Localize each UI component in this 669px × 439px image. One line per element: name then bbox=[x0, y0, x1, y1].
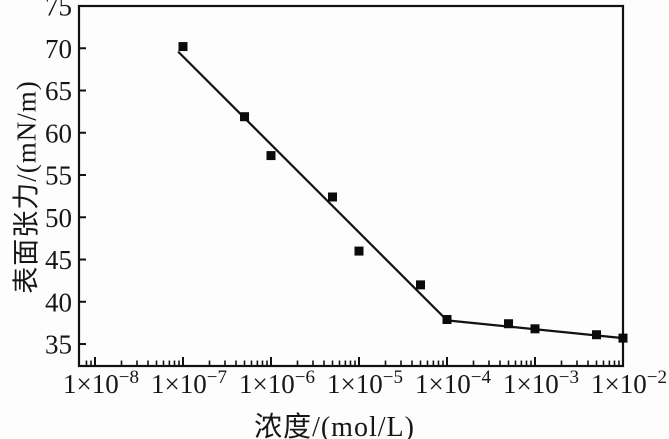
y-tick-label: 35 bbox=[45, 330, 72, 360]
data-point-marker bbox=[328, 192, 338, 202]
data-point-marker bbox=[592, 330, 602, 340]
y-tick-label: 65 bbox=[45, 76, 72, 106]
data-point-marker bbox=[266, 151, 276, 161]
x-tick-label: 1×10−3 bbox=[503, 367, 579, 399]
y-tick-label: 50 bbox=[45, 203, 72, 233]
x-tick-label: 1×10−5 bbox=[327, 367, 403, 399]
x-axis-title: 浓度/(mol/L) bbox=[254, 412, 415, 439]
x-tick-label: 1×10−6 bbox=[239, 367, 315, 399]
y-tick-label: 40 bbox=[45, 287, 72, 317]
y-axis-title: 表面张力/(mN/m) bbox=[11, 80, 42, 294]
y-tick-label: 70 bbox=[45, 34, 72, 64]
y-tick-label: 60 bbox=[45, 118, 72, 148]
data-point-marker bbox=[240, 112, 250, 122]
x-tick-label: 1×10−7 bbox=[151, 367, 227, 399]
data-point-marker bbox=[442, 315, 452, 325]
data-point-marker bbox=[354, 246, 364, 256]
y-tick-label: 55 bbox=[45, 161, 72, 191]
x-tick-label: 1×10−8 bbox=[63, 367, 139, 399]
data-point-marker bbox=[416, 280, 426, 290]
x-tick-label: 1×10−4 bbox=[415, 367, 491, 399]
data-point-marker bbox=[530, 324, 540, 334]
y-tick-label: 75 bbox=[45, 0, 72, 22]
data-point-marker bbox=[504, 319, 514, 329]
data-point-marker bbox=[178, 42, 188, 52]
fit-line bbox=[177, 50, 448, 322]
data-point-marker bbox=[618, 333, 628, 343]
plot-frame bbox=[77, 4, 625, 368]
y-tick-label: 45 bbox=[45, 245, 72, 275]
x-tick-label: 1×10−2 bbox=[591, 367, 667, 399]
